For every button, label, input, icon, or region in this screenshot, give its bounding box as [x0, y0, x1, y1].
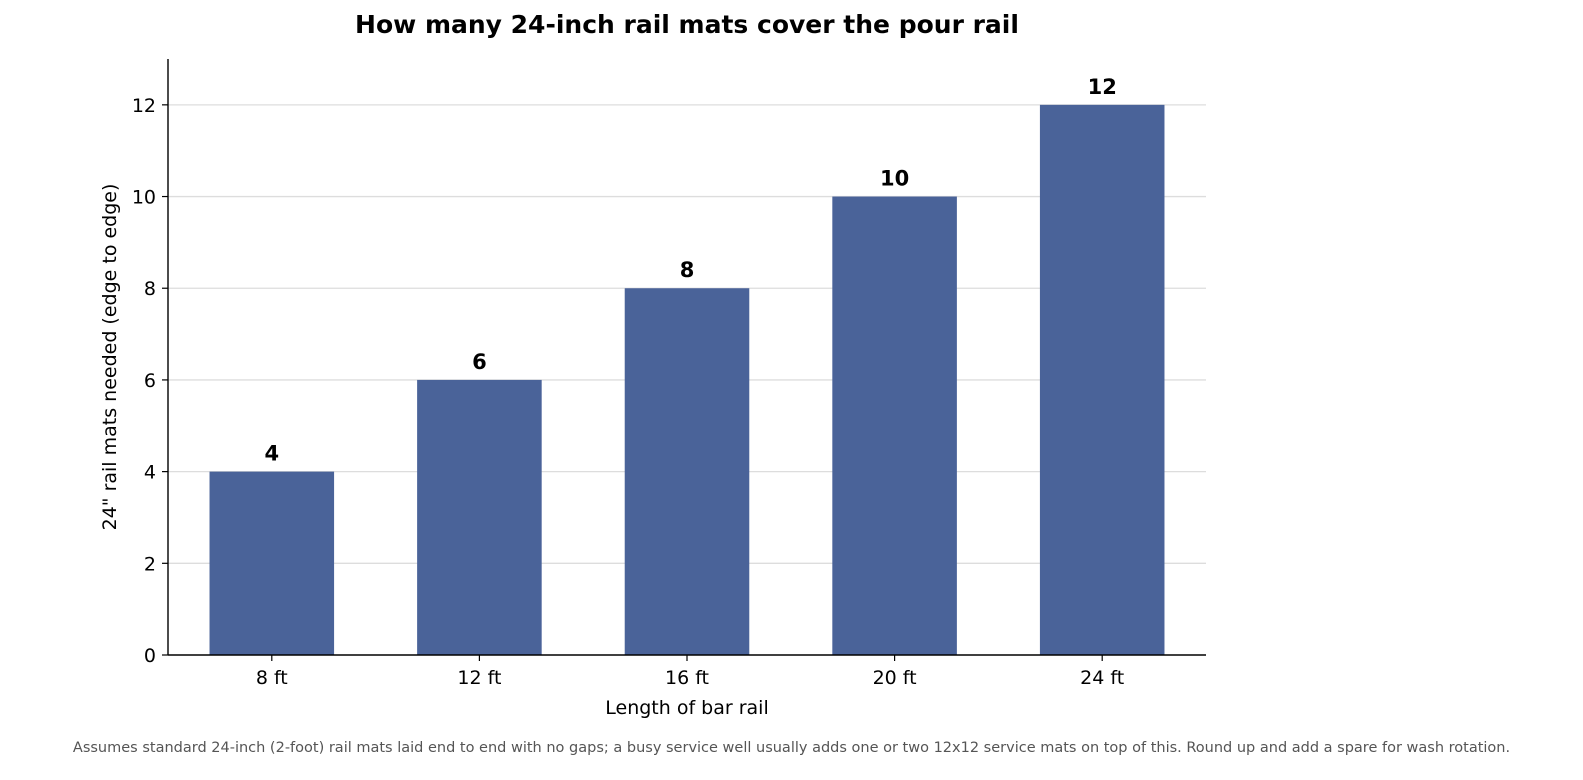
x-tick-label: 8 ft	[256, 667, 288, 689]
bar	[417, 379, 542, 655]
x-axis-title: Length of bar rail	[605, 697, 769, 719]
y-tick-label: 10	[132, 187, 156, 209]
y-tick-label: 4	[144, 462, 156, 484]
x-tick-label: 24 ft	[1080, 667, 1124, 689]
bar	[1039, 104, 1165, 656]
data-label: 4	[264, 442, 279, 466]
y-tick-label: 12	[132, 95, 156, 117]
data-label: 10	[880, 167, 909, 191]
bars	[209, 104, 1165, 656]
data-label: 12	[1088, 75, 1117, 99]
y-tick-label: 8	[144, 278, 156, 300]
data-label: 6	[472, 350, 487, 374]
data-label: 8	[680, 258, 695, 282]
axes: 0 2 4 6 8 10 12 8 ft 12 ft 16 ft 20 ft 24 ft	[132, 59, 1206, 689]
data-labels: 4 6 8 10 12	[264, 75, 1116, 466]
chart-title: How many 24-inch rail mats cover the pou…	[355, 10, 1019, 39]
y-tick-label: 0	[144, 645, 156, 667]
x-tick-label: 16 ft	[665, 667, 709, 689]
bar	[209, 471, 335, 655]
bar	[832, 196, 957, 656]
footnote: Assumes standard 24-inch (2-foot) rail m…	[72, 740, 1511, 756]
y-axis-title: 24" rail mats needed (edge to edge)	[99, 184, 121, 531]
bar	[624, 288, 750, 655]
y-tick-label: 2	[144, 553, 156, 575]
x-tick-label: 12 ft	[457, 667, 501, 689]
x-tick-label: 20 ft	[873, 667, 917, 689]
y-tick-label: 6	[144, 370, 156, 392]
